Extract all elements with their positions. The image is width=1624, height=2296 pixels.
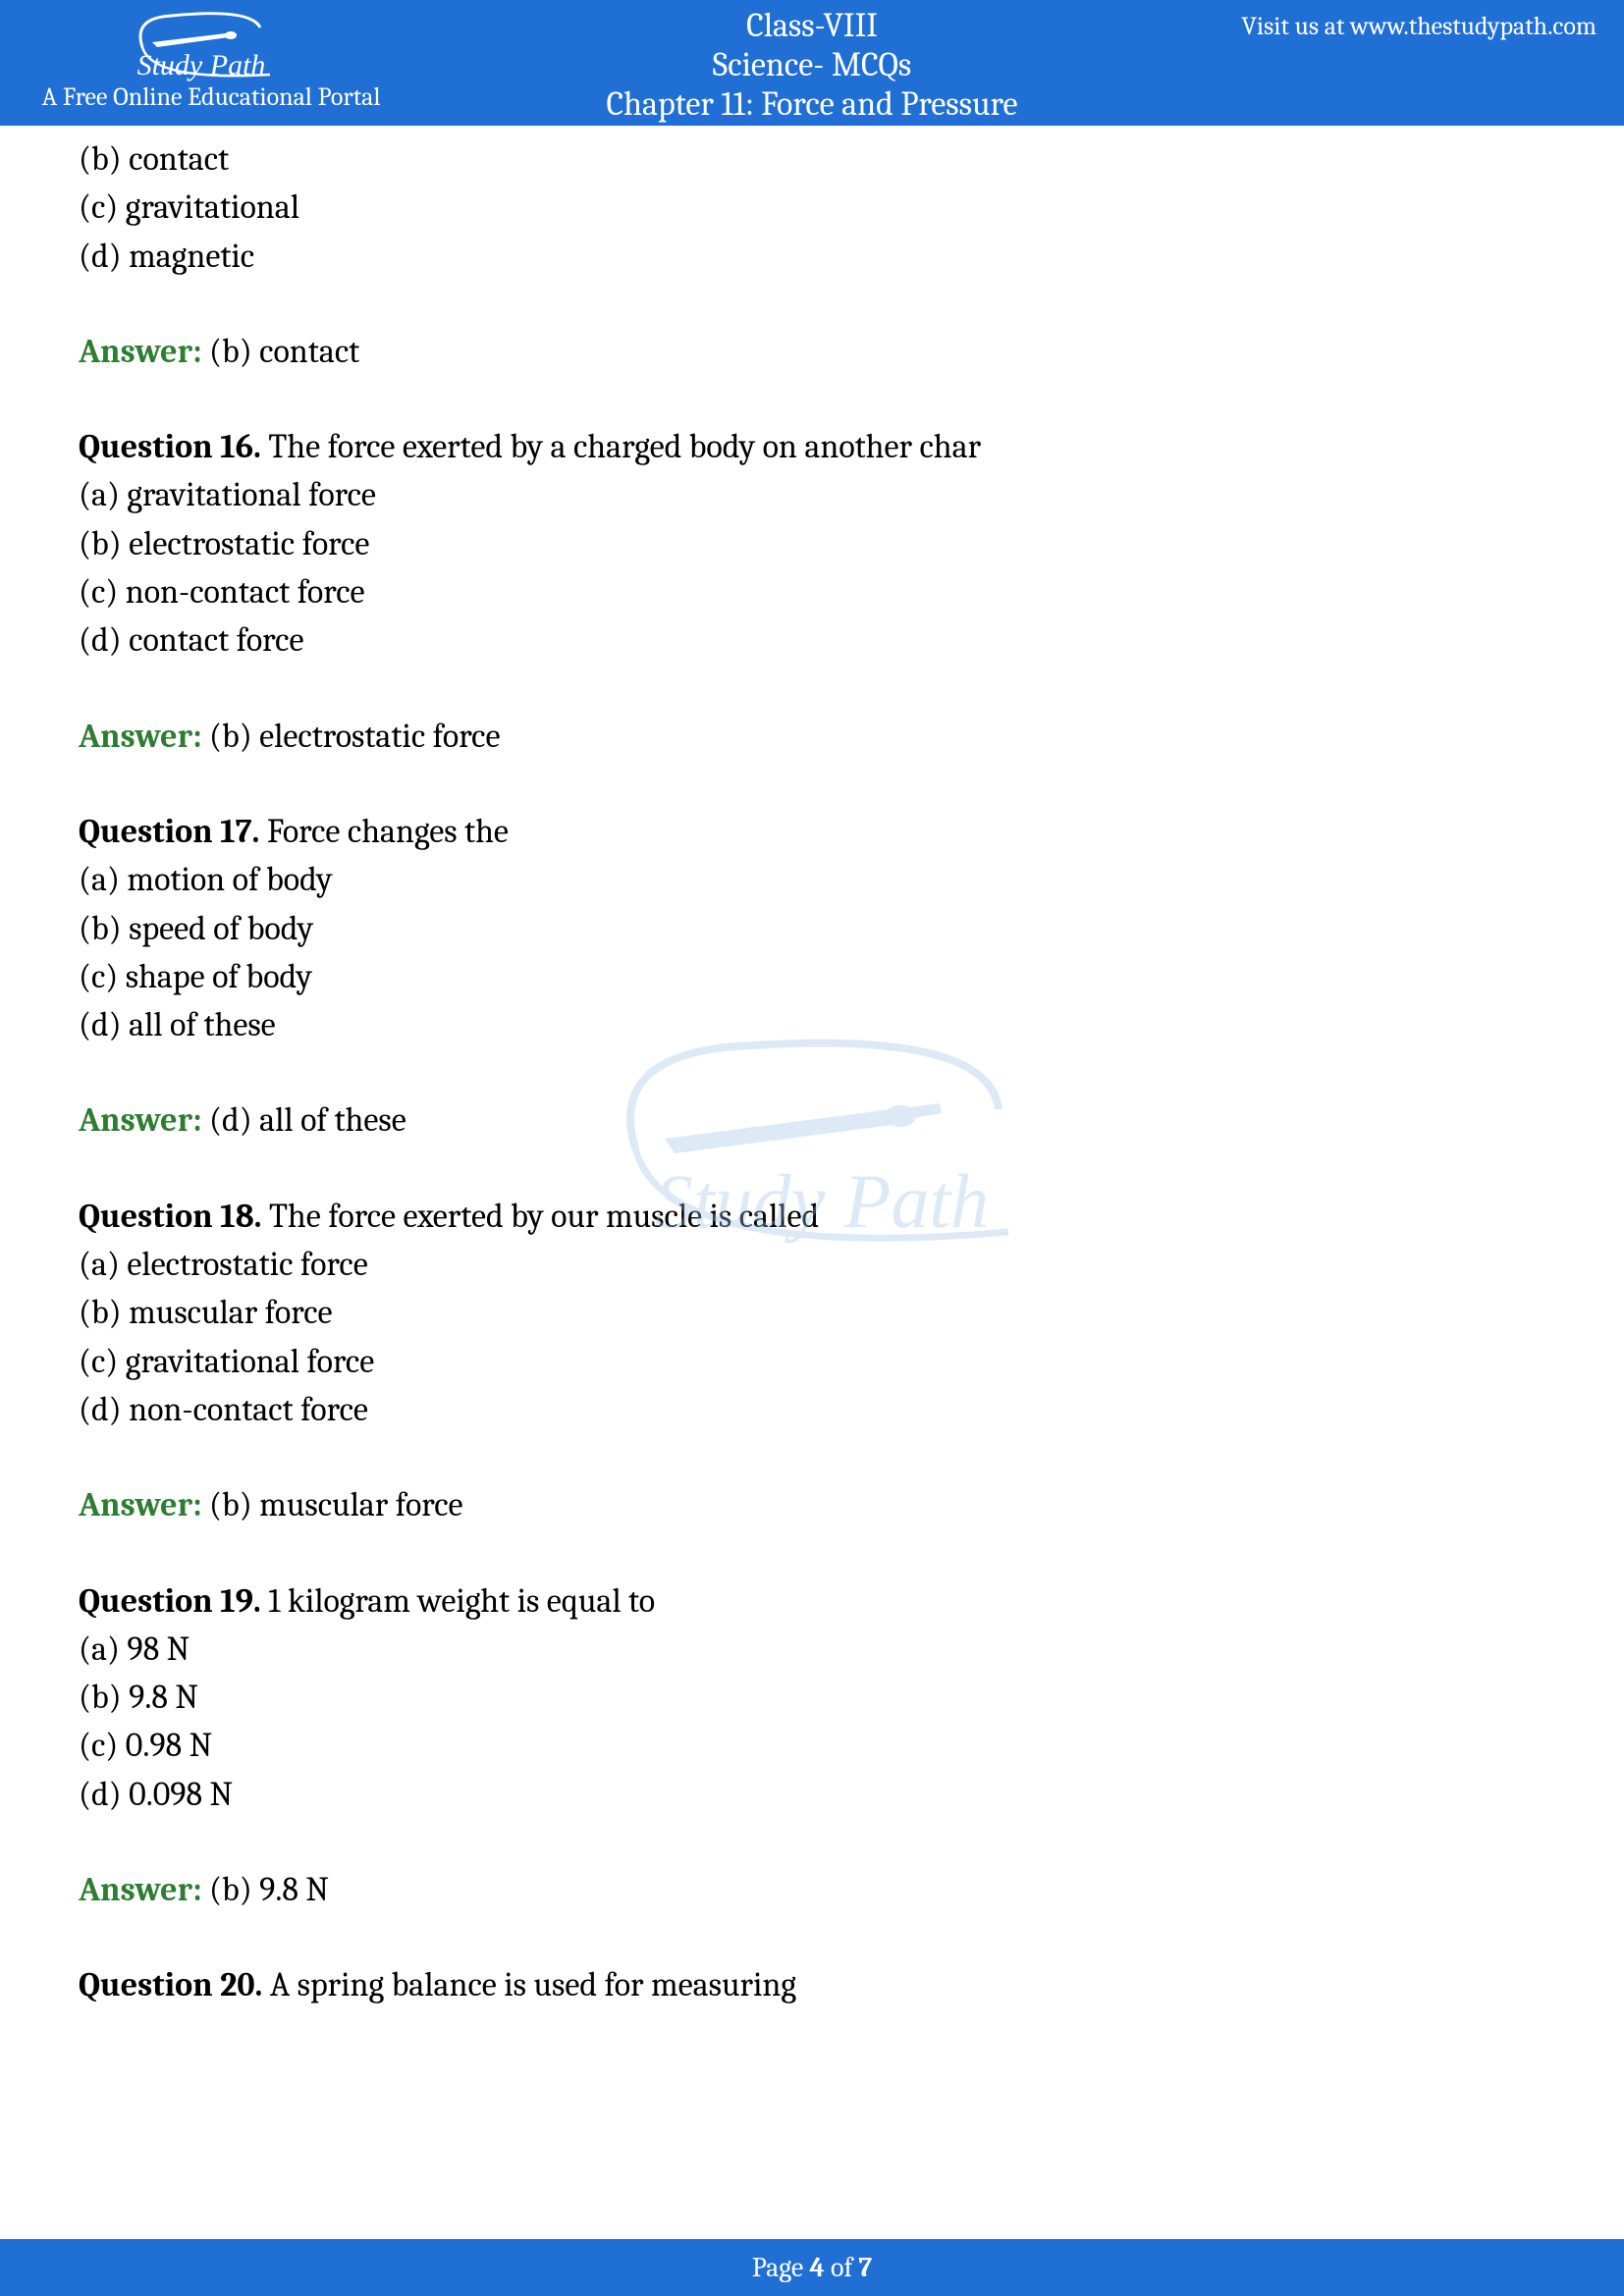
answer-line: Answer: (b) electrostatic force [79,713,1545,761]
answer-text: (b) muscular force [202,1485,463,1524]
question-line: Question 17. Force changes the [79,808,1545,856]
logo-block: Study Path A Free Online Educational Por… [20,8,403,112]
option: (a) 98 N [79,1626,1545,1674]
question-label: Question 18. [79,1197,261,1236]
option: (c) gravitational force [79,1338,1545,1386]
footer-of-word: of [825,2252,859,2283]
footer-total-pages: 7 [858,2252,872,2283]
answer-text: (b) 9.8 N [202,1870,329,1909]
option: (b) electrostatic force [79,520,1545,568]
answer-line: Answer: (b) 9.8 N [79,1866,1545,1914]
question-text: A spring balance is used for measuring [262,1965,796,2004]
answer-label: Answer: [79,1100,202,1140]
footer-current-page: 4 [809,2252,824,2283]
header-chapter: Chapter 11: Force and Pressure [607,84,1018,124]
option: (b) muscular force [79,1289,1545,1337]
option: (d) magnetic [79,233,1545,281]
option: (c) shape of body [79,953,1545,1001]
question-line: Question 16. The force exerted by a char… [79,423,1545,471]
option: (c) non-contact force [79,568,1545,616]
page-footer: Page 4 of 7 [0,2239,1624,2296]
header-title-block: Class-VIII Science- MCQs Chapter 11: For… [607,6,1018,124]
option: (b) speed of body [79,905,1545,953]
studypath-logo-icon: Study Path [133,8,290,84]
question-text: The force exerted by our muscle is calle… [261,1197,819,1236]
answer-text: (b) electrostatic force [202,717,501,756]
question-line: Question 18. The force exerted by our mu… [79,1193,1545,1241]
answer-label: Answer: [79,717,202,756]
document-body: (b) contact (c) gravitational (d) magnet… [0,126,1624,2010]
page-header: Study Path A Free Online Educational Por… [0,0,1624,126]
question-line: Question 20. A spring balance is used fo… [79,1961,1545,2009]
option: (c) 0.98 N [79,1722,1545,1770]
option: (d) 0.098 N [79,1771,1545,1819]
option: (a) motion of body [79,856,1545,904]
question-label: Question 19. [79,1581,261,1621]
answer-text: (b) contact [202,332,360,371]
answer-label: Answer: [79,1485,202,1524]
question-text: The force exerted by a charged body on a… [261,427,981,466]
option: (d) contact force [79,616,1545,665]
option: (b) 9.8 N [79,1674,1545,1722]
answer-line: Answer: (d) all of these [79,1096,1545,1145]
visit-url: Visit us at www.thestudypath.com [1241,12,1597,41]
option: (a) electrostatic force [79,1241,1545,1289]
header-class: Class-VIII [607,6,1018,45]
option: (d) all of these [79,1001,1545,1049]
answer-label: Answer: [79,1870,202,1909]
answer-text: (d) all of these [202,1100,406,1140]
answer-label: Answer: [79,332,202,371]
answer-line: Answer: (b) contact [79,328,1545,376]
question-label: Question 16. [79,427,261,466]
option: (b) contact [79,135,1545,184]
tagline: A Free Online Educational Portal [20,82,403,112]
question-line: Question 19. 1 kilogram weight is equal … [79,1577,1545,1626]
question-text: 1 kilogram weight is equal to [261,1581,655,1621]
footer-page-word: Page [752,2252,810,2283]
option: (c) gravitational [79,184,1545,232]
question-label: Question 20. [79,1965,262,2004]
option: (a) gravitational force [79,471,1545,519]
answer-line: Answer: (b) muscular force [79,1481,1545,1529]
question-text: Force changes the [259,812,509,851]
option: (d) non-contact force [79,1386,1545,1434]
header-subject: Science- MCQs [607,45,1018,84]
question-label: Question 17. [79,812,259,851]
